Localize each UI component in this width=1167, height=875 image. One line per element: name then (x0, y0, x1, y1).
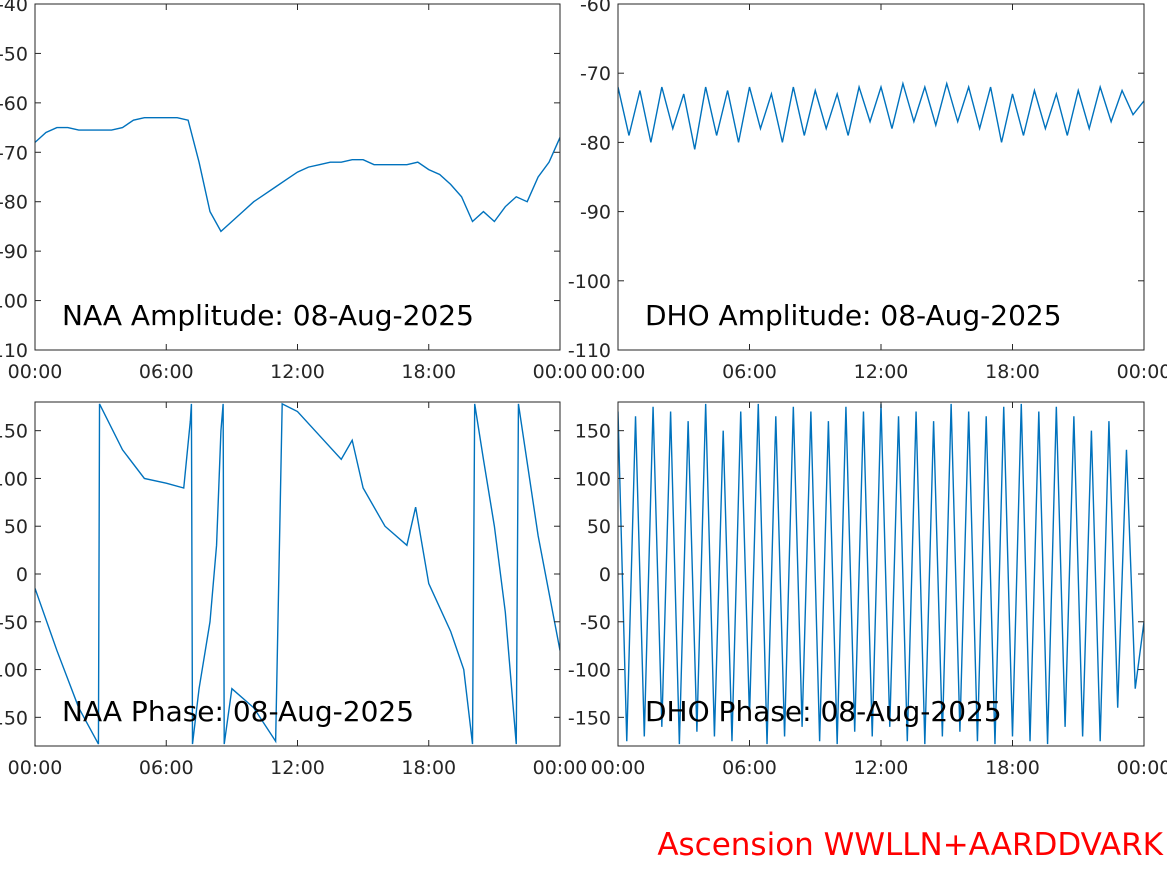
axes-background (618, 402, 1144, 746)
y-tick-label: -40 (0, 0, 28, 16)
y-tick-label: -110 (568, 340, 611, 362)
x-tick-label: 00:00 (533, 757, 588, 779)
y-tick-label: -70 (580, 63, 611, 85)
x-tick-label: 00:00 (1117, 361, 1167, 383)
x-tick-label: 18:00 (985, 757, 1040, 779)
y-tick-label: -60 (0, 93, 28, 115)
panel-title: NAA Phase: 08-Aug-2025 (62, 695, 414, 728)
y-tick-label: 50 (4, 516, 28, 538)
data-line (35, 116, 560, 233)
y-tick-label: -50 (0, 612, 28, 634)
y-tick-label: -150 (0, 707, 28, 729)
y-tick-label: -100 (568, 660, 611, 682)
panel-title: NAA Amplitude: 08-Aug-2025 (62, 299, 474, 332)
x-tick-label: 06:00 (139, 361, 194, 383)
y-tick-label: -110 (0, 340, 28, 362)
x-tick-label: 12:00 (854, 361, 909, 383)
x-tick-label: 06:00 (722, 757, 777, 779)
y-tick-label: -100 (0, 291, 28, 313)
y-tick-label: -100 (568, 271, 611, 293)
x-tick-label: 00:00 (591, 757, 646, 779)
x-tick-label: 18:00 (401, 757, 456, 779)
y-tick-label: -80 (580, 132, 611, 154)
x-tick-label: 12:00 (270, 757, 325, 779)
y-tick-label: 50 (587, 516, 611, 538)
data-line (618, 80, 1144, 150)
y-tick-label: -90 (0, 241, 28, 263)
axes-background (35, 4, 560, 350)
y-tick-label: 150 (0, 421, 28, 443)
x-tick-label: 06:00 (722, 361, 777, 383)
x-tick-label: 00:00 (1117, 757, 1167, 779)
y-tick-label: -70 (0, 142, 28, 164)
y-tick-label: 150 (575, 421, 611, 443)
y-tick-label: -90 (580, 202, 611, 224)
x-tick-label: 12:00 (854, 757, 909, 779)
y-tick-label: 0 (599, 564, 611, 586)
y-tick-label: -150 (568, 707, 611, 729)
y-tick-label: 100 (0, 468, 28, 490)
x-tick-label: 00:00 (8, 361, 63, 383)
y-tick-label: -60 (580, 0, 611, 16)
x-tick-label: 12:00 (270, 361, 325, 383)
data-line (35, 402, 560, 745)
axes-background (618, 4, 1144, 350)
x-tick-label: 00:00 (591, 361, 646, 383)
y-tick-label: -100 (0, 660, 28, 682)
y-tick-label: -50 (580, 612, 611, 634)
panel-title: DHO Phase: 08-Aug-2025 (645, 695, 1002, 728)
y-tick-label: -80 (0, 192, 28, 214)
y-tick-label: 100 (575, 468, 611, 490)
y-tick-label: 0 (16, 564, 28, 586)
x-tick-label: 18:00 (985, 361, 1040, 383)
x-tick-label: 18:00 (401, 361, 456, 383)
x-tick-label: 00:00 (533, 361, 588, 383)
x-tick-label: 06:00 (139, 757, 194, 779)
y-tick-label: -50 (0, 43, 28, 65)
panel-title: DHO Amplitude: 08-Aug-2025 (645, 299, 1062, 332)
footer: Ascension WWLLN+AARDDVARK (657, 827, 1163, 863)
x-tick-label: 00:00 (8, 757, 63, 779)
